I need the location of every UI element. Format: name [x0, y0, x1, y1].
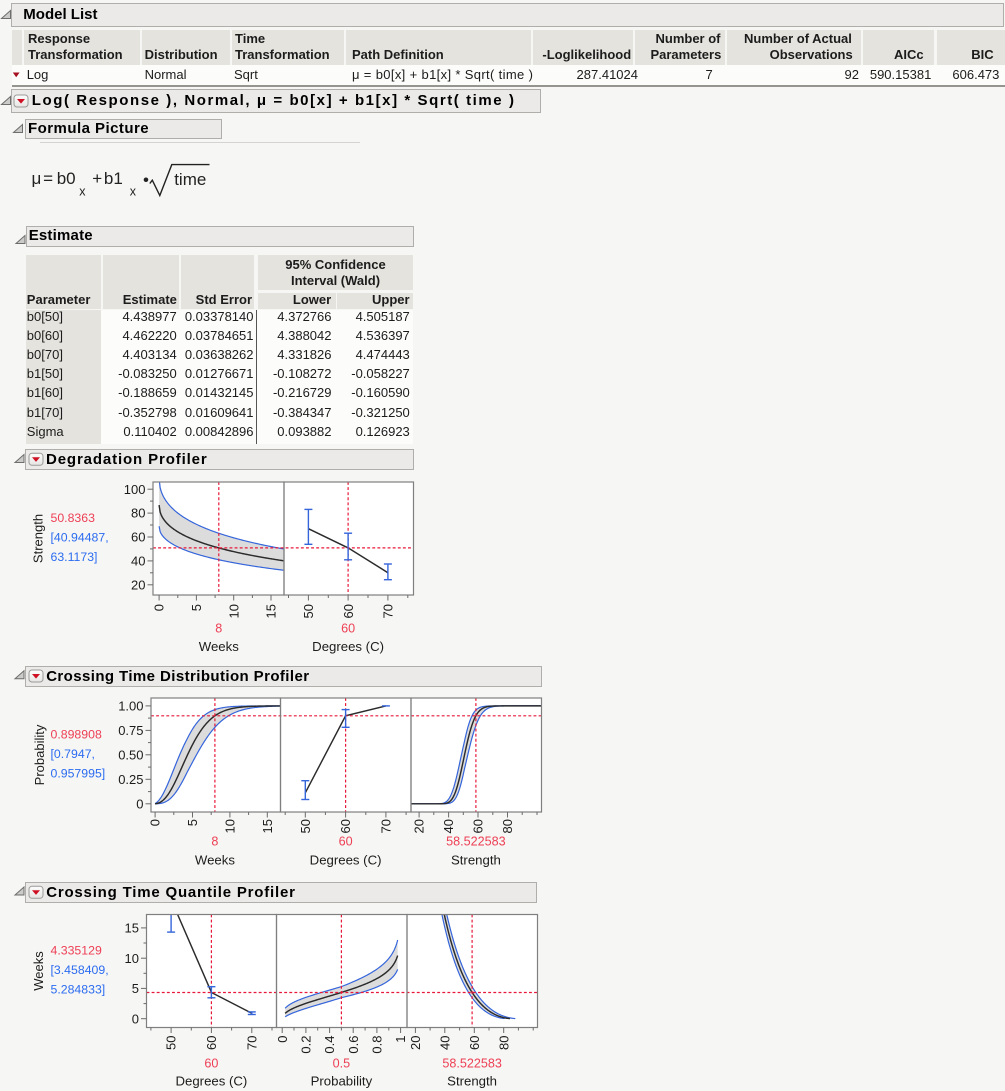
svg-text:40: 40: [437, 1036, 452, 1050]
svg-text:50: 50: [164, 1036, 179, 1050]
svg-text:Strength: Strength: [447, 1074, 497, 1089]
svg-text:4.335129: 4.335129: [51, 944, 102, 958]
svg-text:Degrees (C): Degrees (C): [175, 1074, 247, 1089]
svg-text:50: 50: [301, 604, 316, 618]
svg-text:time: time: [174, 170, 206, 189]
svg-text:50.8363: 50.8363: [51, 511, 96, 525]
svg-text:[3.458409,: [3.458409,: [51, 963, 109, 977]
svg-text:40: 40: [131, 554, 145, 569]
svg-text:0.957995]: 0.957995]: [51, 767, 106, 781]
svg-text:Strength: Strength: [451, 853, 501, 868]
svg-text:58.522583: 58.522583: [442, 1057, 502, 1071]
svg-text:Degrees (C): Degrees (C): [310, 853, 382, 868]
svg-text:15: 15: [264, 604, 279, 618]
svg-text:0.5: 0.5: [333, 1057, 351, 1071]
svg-text:0.75: 0.75: [118, 723, 143, 738]
svg-text:60: 60: [467, 1036, 482, 1050]
svg-text:0: 0: [136, 796, 143, 811]
svg-text:0.6: 0.6: [346, 1036, 361, 1054]
svg-text:5: 5: [189, 604, 204, 611]
svg-text:Weeks: Weeks: [31, 951, 46, 991]
svg-text:0: 0: [152, 604, 167, 611]
svg-text:8: 8: [215, 622, 222, 636]
svg-text:0.50: 0.50: [118, 747, 143, 762]
svg-text:10: 10: [226, 604, 241, 618]
svg-text:1: 1: [393, 1036, 408, 1043]
svg-text:0: 0: [275, 1036, 290, 1043]
svg-text:0: 0: [148, 819, 163, 826]
svg-text:60: 60: [471, 819, 486, 833]
svg-text:60: 60: [339, 835, 353, 849]
svg-text:0.25: 0.25: [118, 772, 143, 787]
svg-text:20: 20: [412, 819, 427, 833]
svg-text:10: 10: [223, 819, 238, 833]
svg-text:63.1173]: 63.1173]: [51, 550, 98, 564]
svg-text:20: 20: [131, 577, 145, 592]
svg-text:70: 70: [379, 819, 394, 833]
svg-text:b0: b0: [57, 169, 76, 188]
svg-text:Probability: Probability: [311, 1074, 373, 1089]
svg-text:80: 80: [131, 506, 145, 521]
svg-text:8: 8: [211, 835, 218, 849]
svg-text:x: x: [130, 184, 137, 198]
svg-text:0.4: 0.4: [322, 1036, 337, 1054]
svg-text:80: 80: [496, 1036, 511, 1050]
svg-text:0.8: 0.8: [370, 1036, 385, 1054]
svg-text:•: •: [143, 171, 149, 190]
svg-text:20: 20: [408, 1036, 423, 1050]
svg-text:Weeks: Weeks: [195, 853, 235, 868]
svg-text:15: 15: [125, 921, 139, 936]
svg-text:1.00: 1.00: [118, 699, 143, 714]
svg-text:+: +: [92, 169, 102, 188]
svg-text:15: 15: [260, 819, 275, 833]
svg-text:5: 5: [132, 981, 139, 996]
svg-text:=: =: [43, 169, 53, 188]
svg-text:70: 70: [244, 1036, 259, 1050]
svg-text:0: 0: [132, 1011, 139, 1026]
svg-text:[40.94487,: [40.94487,: [51, 531, 109, 545]
svg-text:58.522583: 58.522583: [446, 835, 506, 849]
svg-text:80: 80: [500, 819, 515, 833]
svg-text:70: 70: [381, 604, 396, 618]
svg-text:5.284833]: 5.284833]: [51, 983, 106, 997]
svg-text:60: 60: [338, 819, 353, 833]
svg-text:μ: μ: [32, 169, 42, 188]
svg-text:5: 5: [185, 819, 200, 826]
svg-text:0.898908: 0.898908: [51, 728, 102, 742]
svg-text:100: 100: [124, 482, 146, 497]
svg-text:Weeks: Weeks: [199, 639, 239, 654]
svg-text:0.2: 0.2: [299, 1036, 314, 1054]
svg-text:10: 10: [125, 951, 139, 966]
svg-text:b1: b1: [104, 169, 123, 188]
svg-text:Degrees (C): Degrees (C): [312, 639, 384, 654]
svg-text:Probability: Probability: [32, 724, 47, 785]
svg-text:[0.7947,: [0.7947,: [51, 747, 95, 761]
svg-text:x: x: [79, 184, 86, 198]
svg-text:60: 60: [204, 1036, 219, 1050]
svg-text:60: 60: [204, 1057, 218, 1071]
svg-text:Strength: Strength: [31, 514, 46, 563]
svg-text:60: 60: [131, 530, 145, 545]
svg-text:50: 50: [298, 819, 313, 833]
svg-text:60: 60: [341, 604, 356, 618]
svg-text:40: 40: [441, 819, 456, 833]
svg-text:60: 60: [341, 622, 355, 636]
